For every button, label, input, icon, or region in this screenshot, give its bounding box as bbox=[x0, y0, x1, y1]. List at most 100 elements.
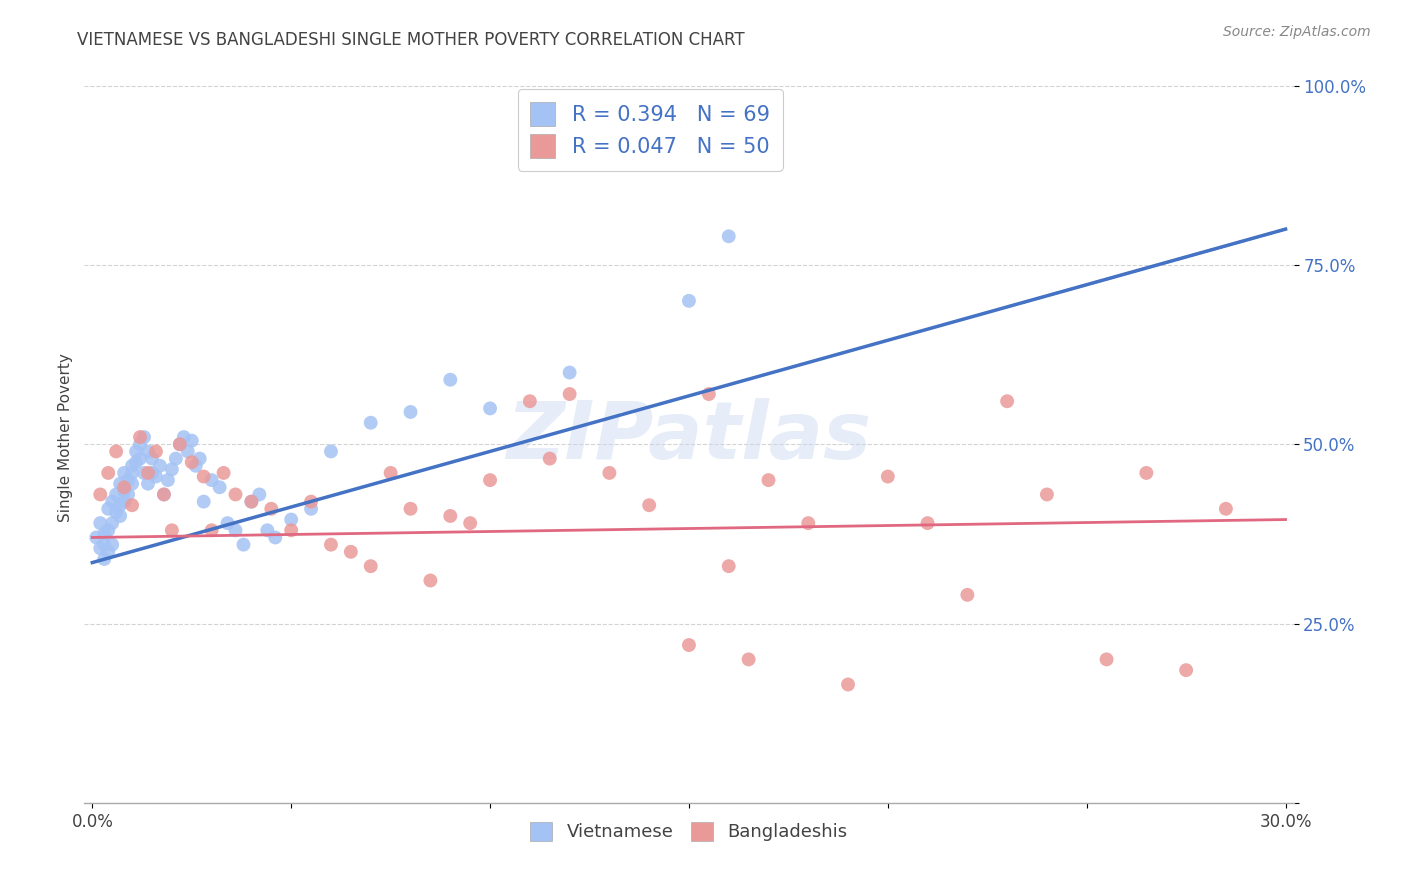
Point bbox=[340, 545, 363, 559]
Point bbox=[101, 538, 124, 552]
Point bbox=[212, 466, 235, 480]
Text: Source: ZipAtlas.com: Source: ZipAtlas.com bbox=[1223, 25, 1371, 39]
Point bbox=[89, 516, 111, 530]
Point bbox=[121, 476, 143, 491]
Point bbox=[97, 501, 120, 516]
Point bbox=[678, 293, 700, 308]
Point bbox=[1215, 501, 1237, 516]
Point bbox=[193, 494, 215, 508]
Point bbox=[121, 466, 143, 480]
Point bbox=[136, 444, 159, 458]
Point bbox=[97, 524, 120, 538]
Point bbox=[177, 444, 200, 458]
Point bbox=[105, 487, 128, 501]
Point bbox=[264, 531, 287, 545]
Point bbox=[112, 480, 135, 494]
Point bbox=[1175, 663, 1198, 677]
Point bbox=[678, 638, 700, 652]
Point bbox=[725, 93, 748, 107]
Point bbox=[240, 494, 263, 508]
Point bbox=[117, 473, 139, 487]
Point bbox=[169, 437, 191, 451]
Point bbox=[180, 455, 202, 469]
Point bbox=[758, 473, 780, 487]
Point bbox=[145, 444, 167, 458]
Point bbox=[149, 458, 172, 473]
Point bbox=[917, 516, 939, 530]
Legend: Vietnamese, Bangladeshis: Vietnamese, Bangladeshis bbox=[523, 814, 855, 848]
Point bbox=[797, 516, 820, 530]
Point bbox=[101, 516, 124, 530]
Point bbox=[380, 466, 402, 480]
Point bbox=[737, 89, 759, 103]
Point bbox=[558, 387, 581, 401]
Point bbox=[121, 498, 143, 512]
Point bbox=[697, 387, 720, 401]
Point bbox=[399, 501, 422, 516]
Point bbox=[225, 524, 247, 538]
Point bbox=[995, 394, 1018, 409]
Point bbox=[153, 487, 176, 501]
Point bbox=[419, 574, 441, 588]
Point bbox=[101, 494, 124, 508]
Text: ZIPatlas: ZIPatlas bbox=[506, 398, 872, 476]
Point bbox=[141, 451, 163, 466]
Point bbox=[84, 531, 107, 545]
Point bbox=[208, 480, 231, 494]
Point bbox=[160, 462, 183, 476]
Point bbox=[136, 476, 159, 491]
Point bbox=[97, 466, 120, 480]
Point bbox=[956, 588, 979, 602]
Point bbox=[260, 501, 283, 516]
Point bbox=[105, 505, 128, 519]
Point bbox=[141, 466, 163, 480]
Point bbox=[132, 466, 155, 480]
Point bbox=[93, 552, 115, 566]
Point bbox=[280, 512, 302, 526]
Point bbox=[717, 229, 740, 244]
Point bbox=[121, 458, 143, 473]
Point bbox=[188, 451, 211, 466]
Point bbox=[173, 430, 195, 444]
Point bbox=[1036, 487, 1059, 501]
Point bbox=[105, 444, 128, 458]
Point bbox=[217, 516, 239, 530]
Point bbox=[558, 366, 581, 380]
Point bbox=[108, 476, 131, 491]
Point bbox=[180, 434, 202, 448]
Point bbox=[145, 469, 167, 483]
Point bbox=[299, 501, 322, 516]
Text: VIETNAMESE VS BANGLADESHI SINGLE MOTHER POVERTY CORRELATION CHART: VIETNAMESE VS BANGLADESHI SINGLE MOTHER … bbox=[77, 31, 745, 49]
Point bbox=[93, 538, 115, 552]
Point bbox=[165, 451, 187, 466]
Point bbox=[638, 498, 661, 512]
Point bbox=[598, 466, 620, 480]
Point bbox=[125, 444, 148, 458]
Point bbox=[479, 473, 502, 487]
Point bbox=[160, 524, 183, 538]
Point bbox=[201, 524, 224, 538]
Point bbox=[479, 401, 502, 416]
Point bbox=[225, 487, 247, 501]
Point bbox=[232, 538, 254, 552]
Point bbox=[319, 538, 342, 552]
Point bbox=[129, 437, 152, 451]
Point bbox=[458, 516, 481, 530]
Point bbox=[519, 394, 541, 409]
Point bbox=[319, 444, 342, 458]
Point bbox=[299, 494, 322, 508]
Point bbox=[108, 508, 131, 523]
Y-axis label: Single Mother Poverty: Single Mother Poverty bbox=[58, 352, 73, 522]
Point bbox=[112, 483, 135, 498]
Point bbox=[439, 373, 461, 387]
Point bbox=[153, 487, 176, 501]
Point bbox=[132, 430, 155, 444]
Point bbox=[184, 458, 207, 473]
Point bbox=[117, 487, 139, 501]
Point bbox=[129, 430, 152, 444]
Point bbox=[360, 559, 382, 574]
Point bbox=[717, 559, 740, 574]
Point bbox=[129, 451, 152, 466]
Point bbox=[125, 455, 148, 469]
Point bbox=[360, 416, 382, 430]
